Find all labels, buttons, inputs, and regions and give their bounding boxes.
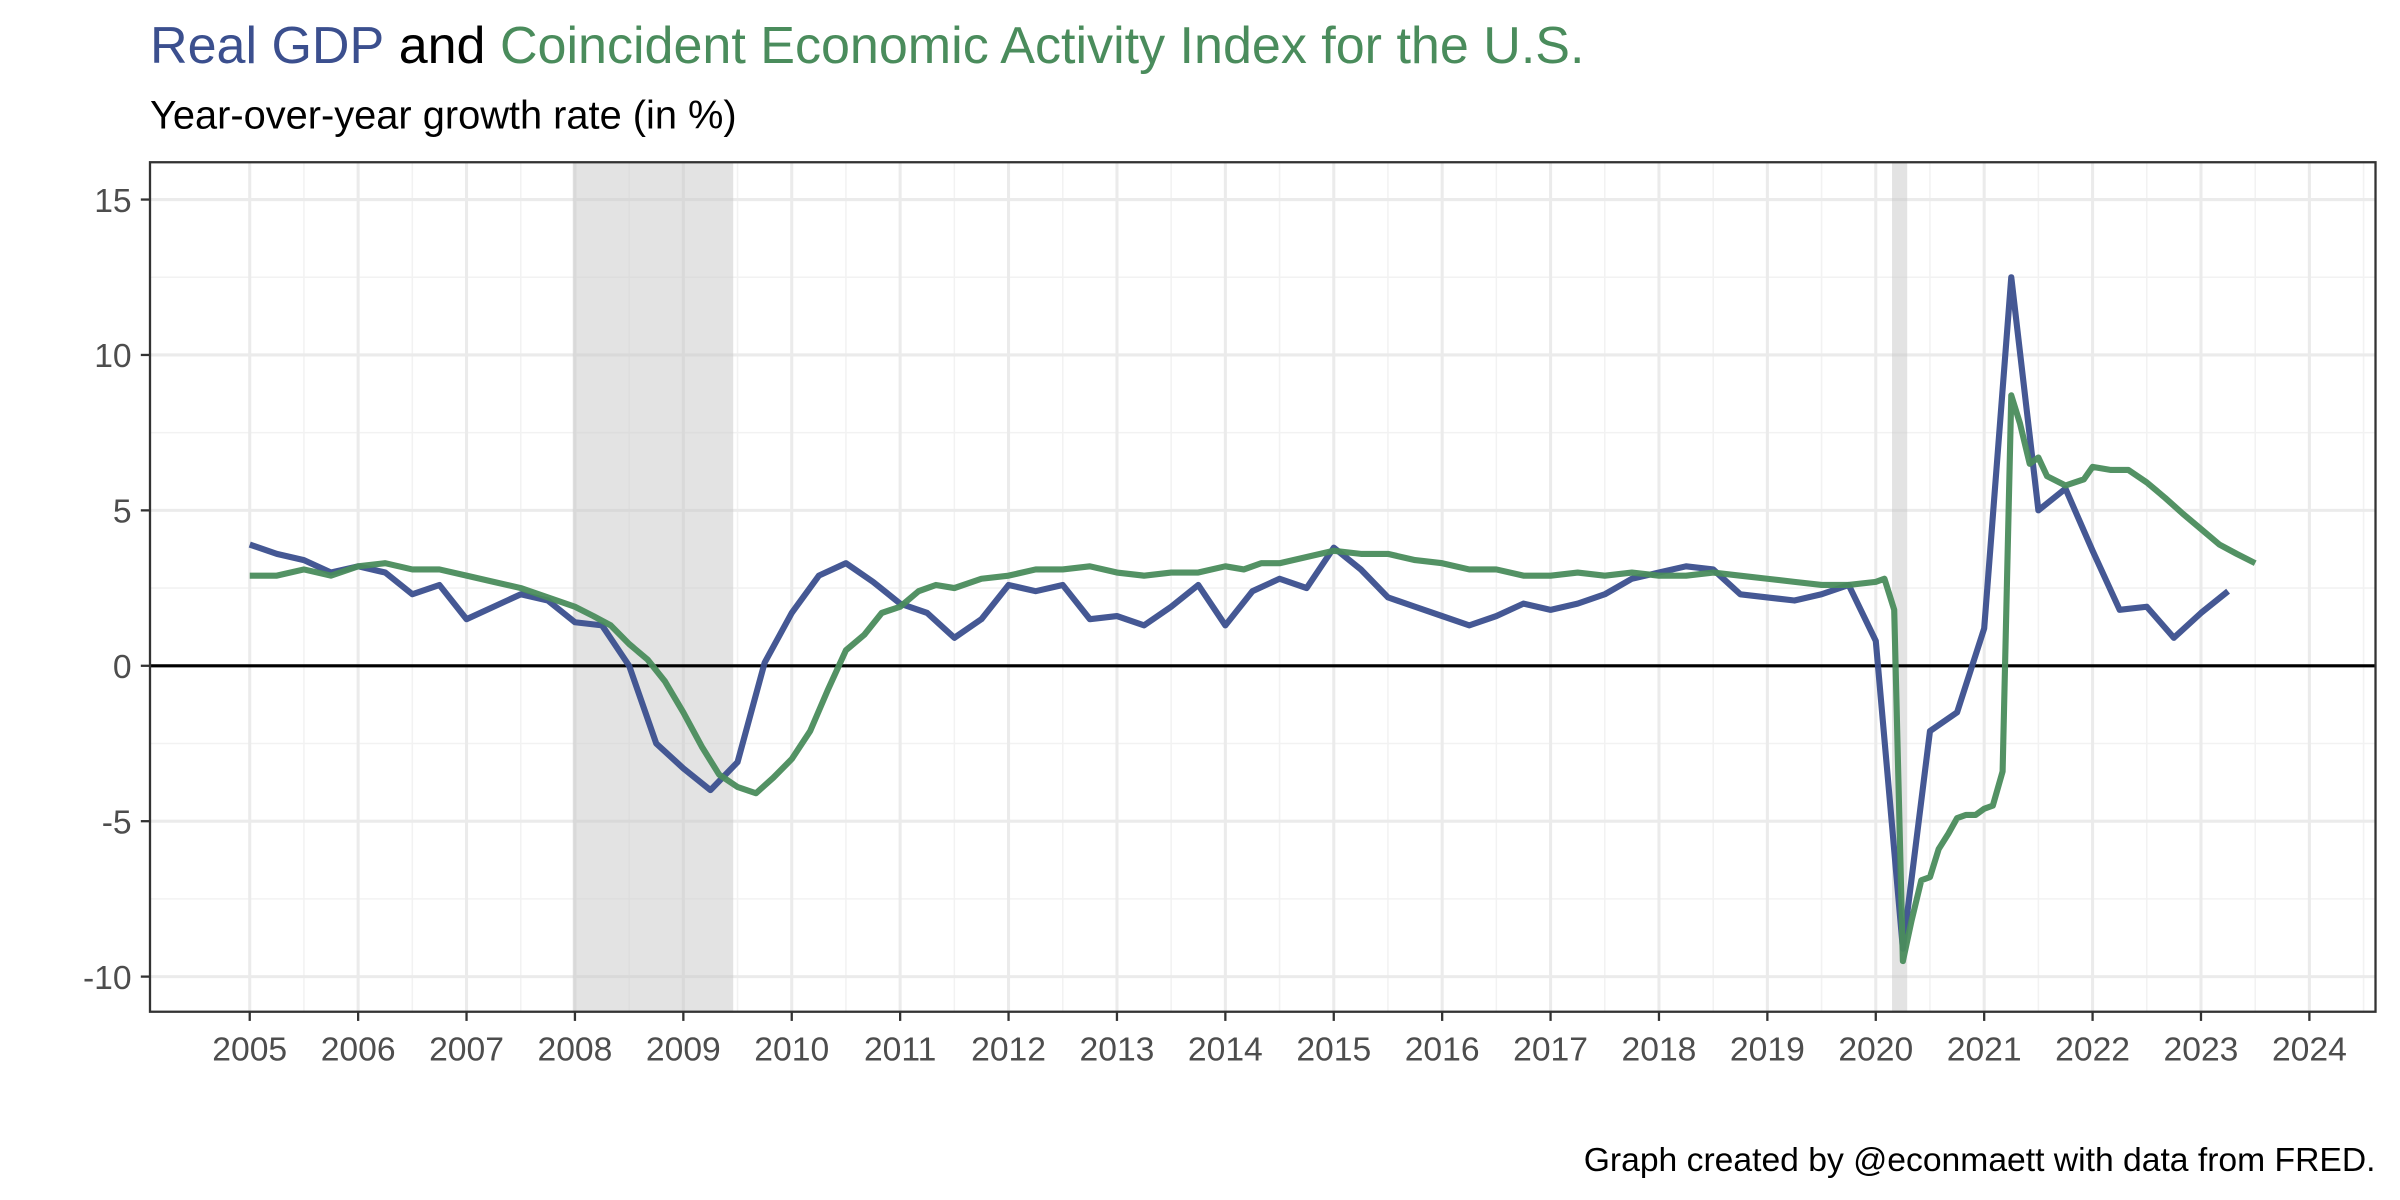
x-tick-label: 2007 xyxy=(429,1032,504,1069)
x-tick-label: 2013 xyxy=(1080,1032,1155,1069)
x-tick-label: 2006 xyxy=(321,1032,396,1069)
panel-border xyxy=(148,161,2377,1013)
x-tick-label: 2008 xyxy=(538,1032,613,1069)
y-tick-label: -5 xyxy=(102,804,132,841)
chart-title: Real GDP and Coincident Economic Activit… xyxy=(150,17,1584,75)
y-tick-label: 10 xyxy=(94,338,131,375)
y-tick-label: 5 xyxy=(113,494,132,531)
x-tick-label: 2020 xyxy=(1838,1032,1913,1069)
x-tick-label: 2010 xyxy=(754,1032,829,1069)
chart-subtitle: Year-over-year growth rate (in %) xyxy=(150,94,737,138)
caption: Graph created by @econmaett with data fr… xyxy=(1584,1142,2376,1179)
y-tick-label: 0 xyxy=(113,649,132,686)
x-tick-label: 2005 xyxy=(212,1032,287,1069)
title-part: Real GDP xyxy=(150,17,384,75)
x-tick-label: 2009 xyxy=(646,1032,721,1069)
title-part: and xyxy=(399,17,486,75)
x-tick-label: 2023 xyxy=(2164,1032,2239,1069)
x-tick-label: 2021 xyxy=(1947,1032,2022,1069)
plot-area: -10 -5 0 5 10 15 2005 2006 2007 2008 2009 2010 2011 2… xyxy=(83,161,2377,1069)
x-tick-label: 2022 xyxy=(2055,1032,2130,1069)
x-tick-label: 2015 xyxy=(1296,1032,1371,1069)
x-tick-label: 2011 xyxy=(864,1032,936,1069)
recession-band xyxy=(572,162,734,1012)
x-tick-label: 2018 xyxy=(1622,1032,1697,1069)
x-tick-label: 2012 xyxy=(971,1032,1046,1069)
y-tick-label: 15 xyxy=(94,183,131,220)
title-part: Coincident Economic Activity Index for t… xyxy=(500,17,1584,75)
x-tick-label: 2016 xyxy=(1405,1032,1480,1069)
x-tick-label: 2017 xyxy=(1513,1032,1588,1069)
y-tick-label: -10 xyxy=(83,960,132,997)
x-tick-label: 2019 xyxy=(1730,1032,1805,1069)
x-tick-label: 2014 xyxy=(1188,1032,1263,1069)
x-tick-label: 2024 xyxy=(2272,1032,2347,1069)
series-line xyxy=(249,392,2257,965)
